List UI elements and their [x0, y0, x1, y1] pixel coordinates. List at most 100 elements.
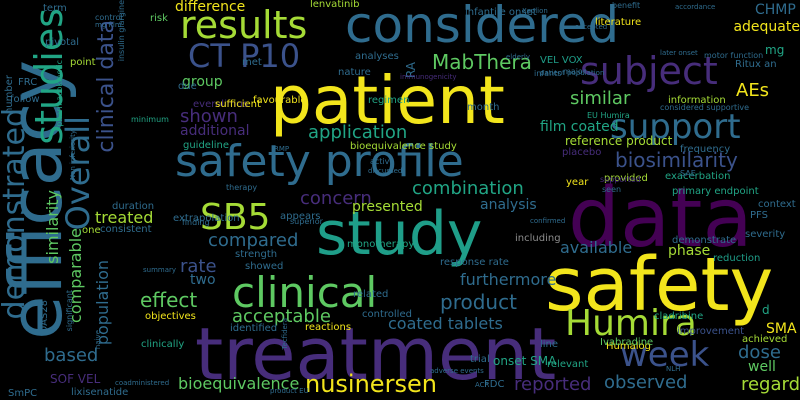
- word-month: month: [467, 102, 500, 113]
- word-reduction: reduction: [713, 253, 761, 264]
- word-treated: treated: [95, 208, 154, 227]
- word-severity: severity: [745, 229, 786, 240]
- word-regimen: regimen: [368, 95, 410, 106]
- word-sb5: SB5: [200, 197, 271, 238]
- word-coadministered: coadministered: [115, 379, 170, 387]
- word-xeplion: Xeplion: [522, 7, 548, 15]
- word-including: including: [515, 233, 561, 244]
- word-safety-profile: safety profile: [175, 136, 464, 187]
- word-accepted: accepted: [575, 23, 608, 31]
- word-pfs: PFS: [750, 210, 768, 221]
- word-demonstrated: demonstrated: [0, 108, 32, 320]
- word-cladribine: cladribine: [654, 311, 704, 322]
- word-infants: infants: [534, 69, 562, 78]
- word-week: week: [620, 335, 710, 375]
- word-risk: risk: [150, 13, 168, 24]
- word-active: active: [370, 157, 395, 166]
- word-clinically: clinically: [141, 339, 185, 350]
- word-bioequivalence: bioequivalence: [178, 374, 300, 393]
- word-two: two: [190, 272, 216, 288]
- word-minimum: minimum: [131, 115, 169, 124]
- word-relevant: relevant: [547, 359, 589, 370]
- word-literature: literature: [595, 17, 642, 28]
- word-treatment: treatment: [195, 312, 557, 396]
- word-everolimus: everolimus: [193, 99, 249, 110]
- word-showed: showed: [245, 261, 284, 272]
- word-film-coated: film coated: [540, 119, 619, 135]
- word-due: due: [178, 81, 197, 92]
- word-ivabradine: Ivabradine: [600, 337, 654, 348]
- word-sae: SAE: [680, 169, 696, 178]
- word-follow: follow: [10, 94, 40, 105]
- word-mg-film: mg film: [95, 21, 122, 29]
- word-clinical-data: clinical data: [94, 20, 119, 153]
- word-observed: observed: [604, 372, 688, 393]
- word-tecfidera: Tecfidera: [281, 318, 289, 350]
- word-dose: dose: [738, 342, 781, 363]
- word-considered: considered: [345, 0, 620, 54]
- word-chmp: CHMP: [755, 2, 796, 18]
- word-consistent: consistent: [100, 224, 152, 235]
- word-objectives: objectives: [145, 311, 196, 322]
- word-sma: SMA: [766, 321, 797, 337]
- word-nature: nature: [338, 67, 371, 78]
- word-analysis: analysis: [480, 197, 537, 213]
- word-achieved: achieved: [742, 334, 788, 345]
- word-das28: DAS28: [39, 300, 50, 334]
- word-reported: reported: [514, 374, 592, 395]
- word-sof-vel: SOF VEL: [50, 372, 101, 386]
- word-line: line: [540, 339, 559, 350]
- word-patient-population: patient population: [540, 69, 605, 77]
- word-mg: mg: [765, 43, 785, 57]
- word-difference: difference: [175, 0, 246, 15]
- word-year: year: [566, 177, 589, 188]
- word-clinical: clinical: [232, 268, 378, 317]
- word-supported: supported: [600, 175, 641, 184]
- word-duration: duration: [112, 201, 155, 212]
- word-considered-supportive: considered supportive: [660, 103, 750, 112]
- word-met: met: [242, 57, 262, 68]
- word-humira: Humira: [565, 303, 697, 344]
- word-appears: appears: [280, 211, 321, 222]
- word-term: term: [43, 3, 67, 14]
- word-related: related: [353, 289, 389, 300]
- word-guideline: guideline: [183, 140, 230, 151]
- word-infantile-onset: infantile onset: [465, 7, 537, 18]
- word-benefit: benefit: [612, 1, 641, 10]
- word-frequency: frequency: [680, 144, 731, 155]
- word-biosimilarity: biosimilarity: [615, 148, 738, 172]
- word-seen: seen: [602, 185, 622, 194]
- word-pivotal: pivotal: [45, 37, 79, 48]
- word-favourable: favourable: [253, 95, 307, 106]
- word-trial: trial: [470, 354, 490, 365]
- word-demonstrate: demonstrate: [672, 235, 737, 246]
- word-coated-tablets: coated tablets: [388, 314, 503, 333]
- word-acceptable: acceptable: [232, 306, 331, 327]
- word-summary: summary: [143, 266, 177, 274]
- word-adequate: adequate: [733, 19, 800, 35]
- word-phase: phase: [668, 243, 711, 259]
- word-one: one: [82, 225, 101, 236]
- word-application: application: [308, 122, 408, 143]
- word-similarity: similarity: [43, 190, 62, 264]
- word-extrapolation: extrapolation: [173, 213, 240, 224]
- word-confirmed: confirmed: [530, 217, 566, 225]
- word-reference-product: reference product: [565, 134, 673, 148]
- word-well: well: [748, 359, 776, 375]
- word-bioequivalence-study: bioequivalence study: [350, 141, 457, 152]
- word-motor-function: motor function: [704, 51, 764, 60]
- word-point: point: [70, 57, 96, 68]
- word-safety: safety: [545, 242, 774, 328]
- word-onset-sma: onset SMA: [493, 354, 557, 368]
- word-subject: subject: [580, 49, 718, 93]
- word-therapy: therapy: [226, 183, 258, 192]
- word-compared: compared: [208, 230, 299, 251]
- word-primary-endpoint: primary endpoint: [672, 186, 759, 197]
- word-ct-p10: CT P10: [188, 37, 301, 75]
- word-non-inferiority: Non inferiority: [69, 130, 77, 181]
- word-adverse-events: adverse events: [430, 367, 484, 375]
- word-response-rate: response rate: [440, 257, 509, 268]
- word-rate: rate: [180, 256, 217, 277]
- word-group: group: [182, 74, 223, 90]
